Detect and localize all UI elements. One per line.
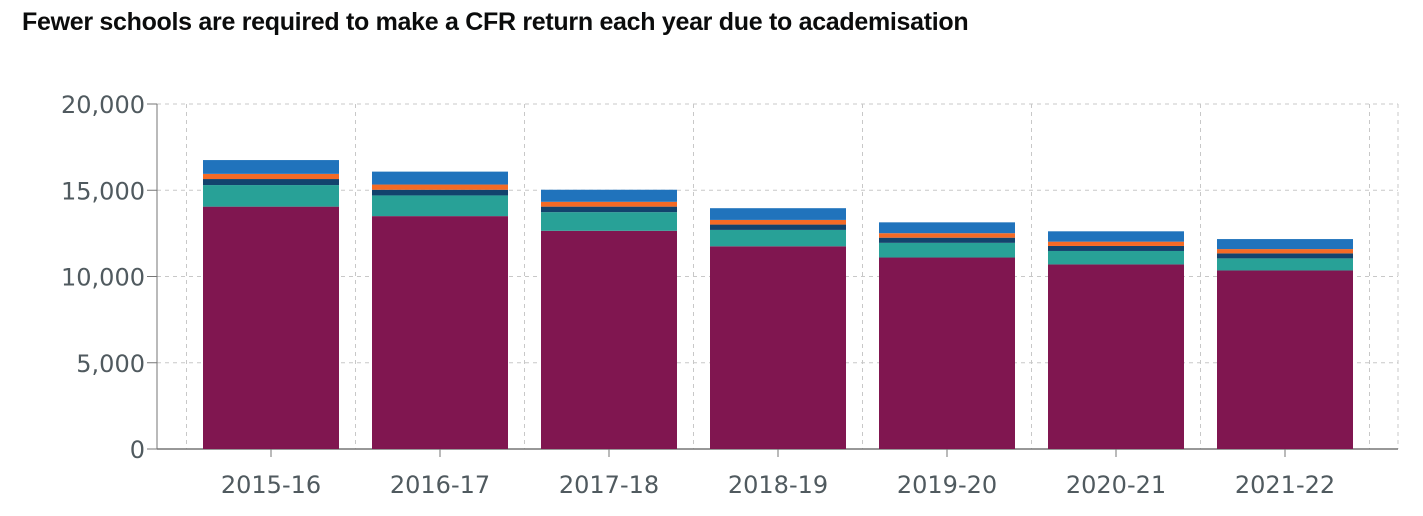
bar-segment-2017-18-series-4 <box>541 201 677 207</box>
x-tick-label: 2017-18 <box>559 471 659 499</box>
bar-segment-2015-16-series-4 <box>203 173 339 180</box>
bar-segment-2020-21-series-4 <box>1048 241 1184 246</box>
x-tick-label: 2021-22 <box>1235 471 1335 499</box>
bar-segment-2019-20-series-1 <box>879 257 1015 449</box>
y-tick-label: 20,000 <box>61 91 145 119</box>
x-tick-label: 2020-21 <box>1066 471 1166 499</box>
y-tick-label: 0 <box>130 436 145 464</box>
bar-segment-2017-18-series-5 <box>541 189 677 202</box>
x-tick-label: 2018-19 <box>728 471 828 499</box>
bar-segment-2021-22-series-3 <box>1217 253 1353 259</box>
bar-segment-2018-19-series-4 <box>710 219 846 225</box>
bar-segment-2016-17-series-3 <box>372 189 508 196</box>
bar-segment-2020-21-series-5 <box>1048 231 1184 242</box>
chart-title: Fewer schools are required to make a CFR… <box>22 8 969 36</box>
bar-segment-2018-19-series-5 <box>710 208 846 220</box>
bar-segment-2021-22-series-1 <box>1217 270 1353 449</box>
bar-segment-2016-17-series-2 <box>372 195 508 217</box>
bar-segment-2020-21-series-1 <box>1048 264 1184 449</box>
bar-segment-2017-18-series-2 <box>541 212 677 231</box>
bar-segment-2021-22-series-5 <box>1217 239 1353 250</box>
bar-segment-2018-19-series-3 <box>710 224 846 230</box>
bar-segment-2020-21-series-2 <box>1048 250 1184 265</box>
y-tick-label: 15,000 <box>61 177 145 205</box>
x-tick-label: 2019-20 <box>897 471 997 499</box>
bar-segment-2018-19-series-2 <box>710 229 846 247</box>
bar-segment-2015-16-series-2 <box>203 185 339 207</box>
bar-segment-2015-16-series-3 <box>203 179 339 186</box>
x-tick-label: 2016-17 <box>390 471 490 499</box>
bar-segment-2017-18-series-3 <box>541 206 677 213</box>
bar-segment-2021-22-series-4 <box>1217 249 1353 254</box>
bar-segment-2019-20-series-5 <box>879 222 1015 234</box>
bar-segment-2015-16-series-1 <box>203 206 339 449</box>
bar-segment-2016-17-series-5 <box>372 171 508 185</box>
bar-segment-2016-17-series-1 <box>372 216 508 449</box>
bar-segment-2019-20-series-3 <box>879 237 1015 243</box>
bar-segment-2019-20-series-2 <box>879 242 1015 258</box>
bar-segment-2020-21-series-3 <box>1048 245 1184 251</box>
bar-segment-2019-20-series-4 <box>879 233 1015 238</box>
x-tick-label: 2015-16 <box>221 471 321 499</box>
bar-segment-2021-22-series-2 <box>1217 258 1353 271</box>
bar-segment-2018-19-series-1 <box>710 246 846 449</box>
bar-segment-2016-17-series-4 <box>372 184 508 190</box>
bar-segment-2017-18-series-1 <box>541 230 677 449</box>
y-tick-label: 5,000 <box>76 350 145 378</box>
bar-segment-2015-16-series-5 <box>203 160 339 174</box>
y-tick-label: 10,000 <box>61 264 145 292</box>
